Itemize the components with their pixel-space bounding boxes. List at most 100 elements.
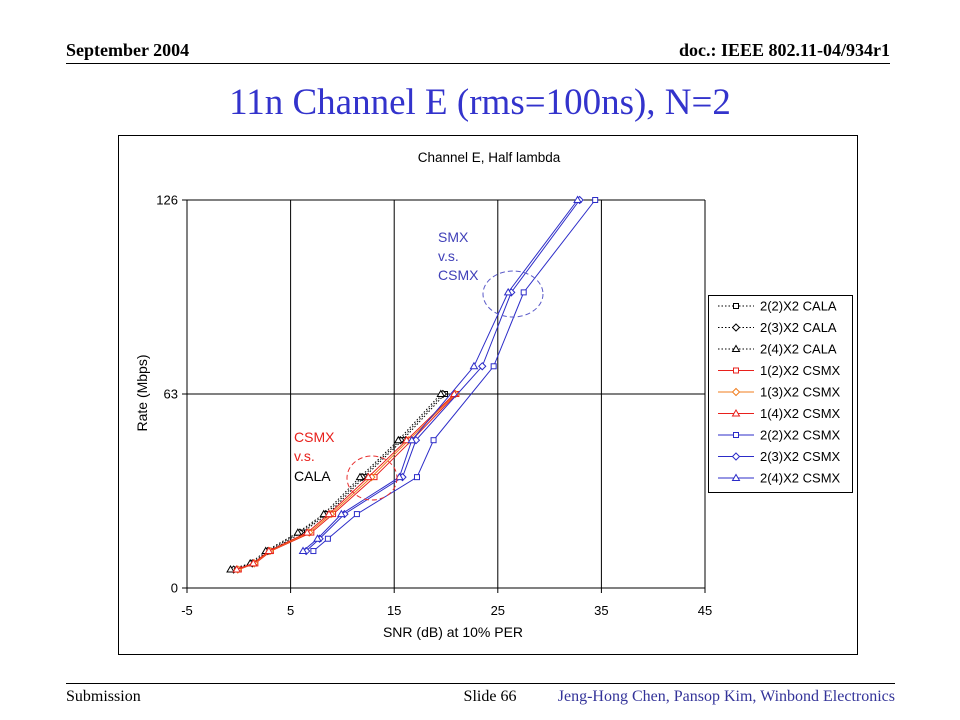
- legend-label: 2(3)X2 CSMX: [760, 449, 841, 464]
- header-divider: [66, 63, 890, 64]
- legend-marker: [733, 367, 739, 374]
- legend-item: 2(2)X2 CALA: [718, 299, 837, 314]
- legend-item: 2(2)X2 CSMX: [718, 428, 841, 443]
- y-tick-label: 63: [164, 387, 178, 402]
- series-group: [298, 195, 582, 555]
- data-point: [302, 528, 312, 536]
- axes: -5 5 15 25 35 45 0 63 126: [156, 193, 712, 619]
- legend-label: 2(4)X2 CALA: [760, 342, 837, 357]
- chart-frame: Channel E, Half lambda -5 5 15 25 35 45 0 63 126…: [118, 135, 858, 655]
- data-point: [336, 509, 346, 518]
- data-point: [393, 435, 403, 444]
- data-point: [407, 435, 417, 444]
- data-point: [310, 548, 317, 555]
- series-line: [237, 393, 456, 570]
- data-point: [430, 437, 437, 444]
- annotation-csmx-vs-cala: CSMX v.s. CALA: [294, 429, 398, 501]
- data-point: [520, 289, 527, 296]
- annotation-line: CALA: [294, 468, 331, 484]
- annotation-smx-vs-csmx: SMX v.s. CSMX: [438, 229, 544, 318]
- data-point: [353, 511, 360, 518]
- slide-title: 11n Channel E (rms=100ns), N=2: [229, 82, 731, 123]
- series-line: [305, 199, 581, 552]
- chart-svg: Channel E, Half lambda -5 5 15 25 35 45 0 63 126…: [118, 135, 858, 655]
- data-point: [298, 546, 308, 555]
- y-tick-label: 126: [156, 193, 178, 208]
- legend-marker: [731, 452, 741, 461]
- legend-label: 1(4)X2 CSMX: [760, 406, 841, 421]
- legend-item: 1(2)X2 CSMX: [718, 363, 841, 378]
- data-point: [402, 435, 412, 444]
- x-axis-label: SNR (dB) at 10% PER: [383, 624, 523, 640]
- legend-label: 2(2)X2 CSMX: [760, 428, 841, 443]
- annotation-line: v.s.: [294, 448, 315, 464]
- data-point: [293, 528, 303, 536]
- data-point: [413, 474, 420, 481]
- legend-item: 1(4)X2 CSMX: [718, 406, 841, 421]
- data-point: [436, 389, 446, 397]
- data-point: [355, 472, 365, 481]
- data-point: [469, 361, 479, 370]
- legend-box: [708, 295, 853, 493]
- x-tick-label: 35: [594, 603, 608, 618]
- y-tick-label: 0: [171, 581, 178, 596]
- data-point: [226, 565, 235, 573]
- data-point: [478, 362, 487, 371]
- legend-label: 2(3)X2 CALA: [760, 320, 837, 335]
- legend-item: 2(3)X2 CALA: [718, 320, 837, 335]
- series-line: [236, 393, 455, 570]
- data-point: [313, 534, 322, 542]
- series-layer: [226, 195, 599, 574]
- series-group: [310, 197, 599, 555]
- footer-authors: Jeng-Hong Chen, Pansop Kim, Winbond Elec…: [557, 688, 895, 705]
- series-line: [302, 199, 578, 552]
- data-point: [395, 472, 404, 481]
- data-point: [592, 197, 599, 203]
- legend: 2(2)X2 CALA 2(3)X2 CALA 2(4)X2 CALA 1(2)X2 …: [708, 295, 853, 493]
- data-point: [232, 565, 242, 573]
- annotation-line: v.s.: [438, 248, 459, 264]
- chart-title: Channel E, Half lambda: [418, 150, 561, 165]
- legend-item: 2(3)X2 CSMX: [718, 449, 841, 464]
- legend-label: 1(3)X2 CSMX: [760, 385, 841, 400]
- y-axis-label: Rate (Mbps): [134, 354, 150, 431]
- footer-submission: Submission: [66, 688, 141, 705]
- series-line: [233, 393, 444, 570]
- data-point: [319, 509, 329, 518]
- header-doc-id: doc.: IEEE 802.11-04/934r1: [678, 40, 890, 60]
- legend-label: 2(2)X2 CALA: [760, 299, 837, 314]
- legend-marker: [731, 344, 741, 352]
- legend-item: 2(4)X2 CALA: [718, 342, 837, 357]
- legend-marker: [731, 409, 741, 417]
- legend-marker: [731, 387, 741, 397]
- data-point: [324, 535, 331, 542]
- annotation-circle: [482, 270, 544, 318]
- x-tick-label: 25: [491, 603, 505, 618]
- series-line: [235, 393, 446, 570]
- annotation-line: SMX: [438, 229, 469, 245]
- data-point: [264, 546, 274, 555]
- data-point: [490, 363, 497, 370]
- footer-divider: [66, 683, 895, 684]
- legend-item: 1(3)X2 CSMX: [718, 385, 841, 400]
- legend-marker: [731, 323, 741, 332]
- data-point: [248, 558, 258, 567]
- data-point: [324, 509, 334, 518]
- x-tick-label: -5: [181, 603, 193, 618]
- legend-marker: [733, 432, 739, 438]
- data-point: [503, 287, 513, 296]
- legend-item: 2(4)X2 CSMX: [718, 471, 841, 486]
- data-point: [573, 195, 582, 203]
- annotation-line: CSMX: [438, 267, 479, 283]
- x-tick-label: 5: [287, 603, 294, 618]
- legend-items: 2(2)X2 CALA 2(3)X2 CALA 2(4)X2 CALA 1(2)X2 …: [718, 299, 841, 486]
- header-date: September 2004: [66, 40, 190, 60]
- legend-label: 2(4)X2 CSMX: [760, 471, 841, 486]
- legend-marker: [733, 303, 739, 309]
- x-tick-label: 15: [387, 603, 401, 618]
- series-line: [313, 199, 596, 552]
- annotation-circle: [346, 455, 398, 501]
- annotation-line: CSMX: [294, 429, 335, 445]
- footer-slide-number: Slide 66: [463, 688, 517, 705]
- legend-label: 1(2)X2 CSMX: [760, 363, 841, 378]
